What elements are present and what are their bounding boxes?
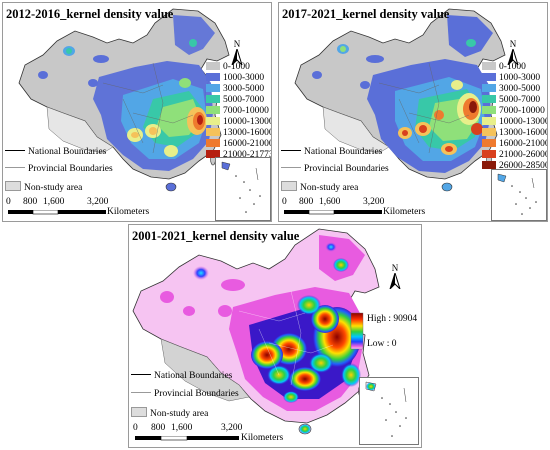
legend-swatch bbox=[206, 128, 220, 136]
legend-item: 5000-7000 bbox=[206, 95, 264, 106]
legend-item: 3000-5000 bbox=[206, 84, 264, 95]
non-study-area bbox=[322, 106, 390, 154]
map-panel-2001-2021: 2001-2021_kernel density value N High : … bbox=[128, 224, 422, 448]
legend-non-study-area: Non-study area bbox=[131, 407, 208, 419]
legend-provincial-boundaries: Provincial Boundaries bbox=[5, 164, 113, 174]
legend-national-boundaries: National Boundaries bbox=[281, 147, 382, 157]
legend-item: 21000-26000 bbox=[482, 150, 547, 161]
panel-title: 2012-2016_kernel density value bbox=[6, 7, 174, 21]
legend-swatch bbox=[206, 117, 220, 125]
non-study-area bbox=[46, 106, 114, 154]
legend-swatch bbox=[206, 139, 220, 147]
legend-swatch bbox=[482, 161, 496, 169]
map-panel-2017-2021: 2017-2021_kernel density value N 0-1000 … bbox=[278, 2, 548, 222]
legend-non-study-area: Non-study area bbox=[5, 181, 82, 193]
north-arrow-icon bbox=[231, 47, 243, 66]
map-2001-2021 bbox=[132, 228, 380, 435]
legend-item: 13000-16000 bbox=[482, 128, 547, 139]
legend-non-study-area: Non-study area bbox=[281, 181, 358, 193]
legend-swatch bbox=[482, 117, 496, 125]
legend-item: 26000-28500 bbox=[482, 161, 547, 172]
scale-bar-graphic bbox=[135, 436, 239, 441]
north-arrow: N bbox=[231, 39, 243, 67]
legend-item: 1000-3000 bbox=[482, 73, 540, 84]
legend-swatch bbox=[206, 150, 220, 158]
north-arrow: N bbox=[507, 39, 519, 67]
legend-swatch bbox=[482, 62, 496, 70]
legend-provincial-boundaries: Provincial Boundaries bbox=[131, 389, 239, 399]
legend-high: High : 90904 bbox=[367, 314, 418, 324]
legend-item: 10000-13000 bbox=[206, 117, 271, 128]
legend-swatch bbox=[482, 128, 496, 136]
legend-swatch bbox=[482, 73, 496, 81]
panel-title: 2001-2021_kernel density value bbox=[132, 229, 300, 243]
map-panel-2012-2016: 2012-2016_kernel density value N 0-1000 … bbox=[2, 2, 272, 222]
legend-swatch bbox=[206, 95, 220, 103]
north-arrow: N bbox=[389, 263, 401, 291]
legend-item: 0-1000 bbox=[206, 62, 250, 73]
legend-swatch bbox=[482, 139, 496, 147]
legend-item: 7000-10000 bbox=[206, 106, 269, 117]
legend-national-boundaries: National Boundaries bbox=[131, 371, 232, 381]
north-arrow-icon bbox=[389, 271, 401, 290]
density-color-ramp bbox=[350, 312, 364, 350]
south-china-sea-inset bbox=[491, 169, 547, 221]
legend-swatch bbox=[482, 150, 496, 158]
legend-item: 0-1000 bbox=[482, 62, 526, 73]
legend-item: 13000-16000 bbox=[206, 128, 271, 139]
legend-swatch bbox=[206, 62, 220, 70]
map-2017-2021 bbox=[294, 8, 506, 192]
legend-item: 16000-21000 bbox=[206, 139, 271, 150]
legend-swatch bbox=[482, 95, 496, 103]
map-2012-2016 bbox=[18, 8, 230, 192]
legend-swatch bbox=[206, 73, 220, 81]
legend-low: Low : 0 bbox=[367, 339, 397, 349]
north-arrow-icon bbox=[507, 47, 519, 66]
legend-national-boundaries: National Boundaries bbox=[5, 147, 106, 157]
legend-provincial-boundaries: Provincial Boundaries bbox=[281, 164, 389, 174]
legend-swatch bbox=[206, 84, 220, 92]
south-china-sea-inset bbox=[215, 157, 271, 221]
legend-item: 10000-13000 bbox=[482, 117, 547, 128]
scale-bar-graphic bbox=[8, 210, 106, 215]
legend-swatch bbox=[206, 106, 220, 114]
legend-swatch bbox=[482, 84, 496, 92]
legend-item: 1000-3000 bbox=[206, 73, 264, 84]
south-china-sea-inset bbox=[359, 377, 419, 445]
panel-title: 2017-2021_kernel density value bbox=[282, 7, 450, 21]
legend-item: 16000-21000 bbox=[482, 139, 547, 150]
legend-item: 3000-5000 bbox=[482, 84, 540, 95]
non-study-area bbox=[160, 338, 250, 402]
legend-item: 7000-10000 bbox=[482, 106, 545, 117]
legend-item: 5000-7000 bbox=[482, 95, 540, 106]
legend-swatch bbox=[482, 106, 496, 114]
legend-item: 21000-21773 bbox=[206, 150, 271, 161]
scale-bar-graphic bbox=[284, 210, 382, 215]
